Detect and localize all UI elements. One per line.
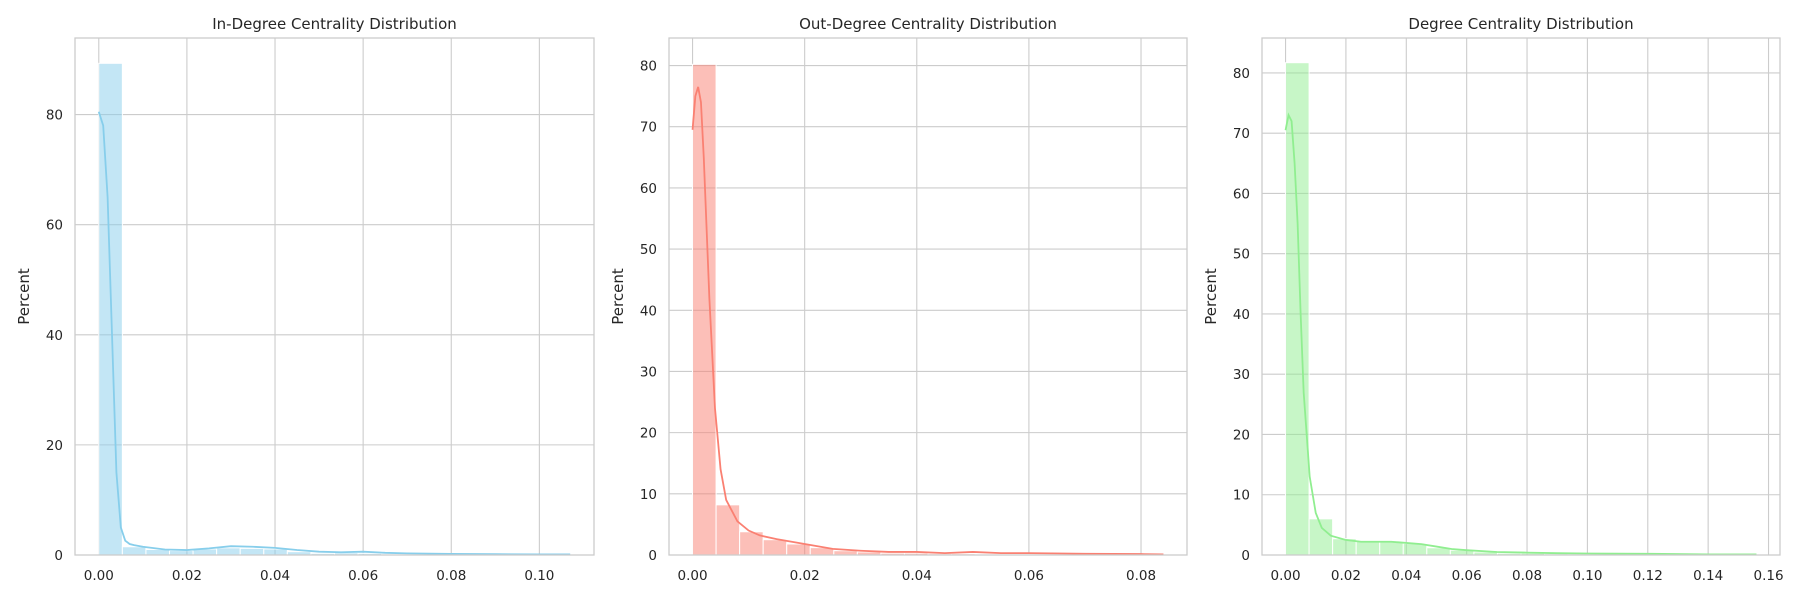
chart-panel-2: 0.00 0.02 0.04 0.06 0.08 0 10 20 30 40 50 60 70 80 Out… bbox=[609, 15, 1188, 584]
y-tick-label: 70 bbox=[640, 120, 657, 136]
y-tick-label: 50 bbox=[1233, 247, 1250, 263]
y-tick-label: 30 bbox=[640, 364, 657, 380]
y-tick-label: 40 bbox=[46, 328, 63, 344]
x-tick-label: 0.00 bbox=[678, 568, 708, 584]
histogram-bar bbox=[1355, 540, 1381, 556]
y-tick-label: 80 bbox=[46, 108, 63, 124]
x-tick-label: 0.06 bbox=[1014, 568, 1044, 584]
chart-title: Degree Centrality Distribution bbox=[1408, 15, 1633, 33]
y-tick-label: 30 bbox=[1233, 367, 1250, 383]
y-tick-label: 20 bbox=[1233, 427, 1250, 443]
x-tick-label: 0.10 bbox=[1572, 568, 1602, 584]
x-tick-label: 0.16 bbox=[1753, 568, 1783, 584]
y-axis-label: Percent bbox=[1202, 268, 1220, 325]
y-tick-label: 20 bbox=[640, 426, 657, 442]
y-tick-label: 0 bbox=[54, 548, 63, 564]
x-tick-label: 0.12 bbox=[1633, 568, 1663, 584]
histogram-bar bbox=[762, 539, 788, 556]
x-tick-label: 0.06 bbox=[1452, 568, 1482, 584]
chart-title: Out-Degree Centrality Distribution bbox=[799, 15, 1057, 33]
y-tick-label: 60 bbox=[1233, 186, 1250, 202]
y-tick-label: 40 bbox=[640, 303, 657, 319]
y-tick-label: 60 bbox=[640, 181, 657, 197]
histogram-bar bbox=[1379, 541, 1404, 556]
histogram-bar bbox=[216, 547, 241, 556]
kde-line bbox=[1284, 112, 1757, 556]
x-tick-label: 0.02 bbox=[1331, 568, 1361, 584]
histogram-bar bbox=[263, 548, 288, 556]
y-tick-label: 80 bbox=[640, 59, 657, 75]
kde-line bbox=[691, 86, 1164, 556]
x-tick-label: 0.08 bbox=[1512, 568, 1542, 584]
plot-frame bbox=[74, 37, 595, 556]
y-tick-label: 60 bbox=[46, 218, 63, 234]
y-tick-label: 10 bbox=[1233, 488, 1250, 504]
plot-frame bbox=[1261, 37, 1781, 556]
histogram-bar bbox=[239, 547, 265, 556]
y-tick-label: 80 bbox=[1233, 66, 1250, 82]
histogram-bar bbox=[786, 543, 811, 556]
chart-title: In-Degree Centrality Distribution bbox=[212, 15, 457, 33]
histogram-bar bbox=[692, 63, 717, 556]
y-tick-label: 20 bbox=[46, 438, 63, 454]
x-tick-label: 0.04 bbox=[260, 568, 290, 584]
x-tick-label: 0.04 bbox=[1391, 568, 1421, 584]
plot-frame bbox=[668, 37, 1188, 556]
y-tick-label: 0 bbox=[648, 548, 657, 564]
chart-panel-1: 0.00 0.02 0.04 0.06 0.08 0.10 0 20 40 60 80 In-Degr… bbox=[15, 15, 595, 584]
x-tick-label: 0.00 bbox=[1271, 568, 1301, 584]
histogram-bar bbox=[121, 546, 147, 556]
kde-line bbox=[97, 111, 571, 556]
x-tick-label: 0.00 bbox=[84, 568, 114, 584]
y-tick-label: 0 bbox=[1241, 548, 1250, 564]
x-tick-label: 0.06 bbox=[348, 568, 378, 584]
y-tick-label: 70 bbox=[1233, 126, 1250, 142]
x-tick-label: 0.02 bbox=[172, 568, 202, 584]
y-tick-label: 50 bbox=[640, 242, 657, 258]
x-tick-label: 0.10 bbox=[524, 568, 554, 584]
y-axis-label: Percent bbox=[15, 268, 33, 325]
chart-panel-3: 0.00 0.02 0.04 0.06 0.08 0.10 0.12 0.14 0.16 0 10 2… bbox=[1202, 15, 1784, 584]
y-tick-label: 40 bbox=[1233, 307, 1250, 323]
histogram-bar bbox=[715, 504, 741, 556]
x-tick-label: 0.08 bbox=[1126, 568, 1156, 584]
y-tick-label: 10 bbox=[640, 487, 657, 503]
x-tick-label: 0.08 bbox=[436, 568, 466, 584]
x-tick-label: 0.04 bbox=[902, 568, 932, 584]
x-tick-label: 0.02 bbox=[790, 568, 820, 584]
x-tick-label: 0.14 bbox=[1693, 568, 1723, 584]
histogram-bar bbox=[169, 550, 194, 556]
histogram-bar bbox=[1285, 62, 1310, 556]
y-axis-label: Percent bbox=[609, 268, 627, 325]
